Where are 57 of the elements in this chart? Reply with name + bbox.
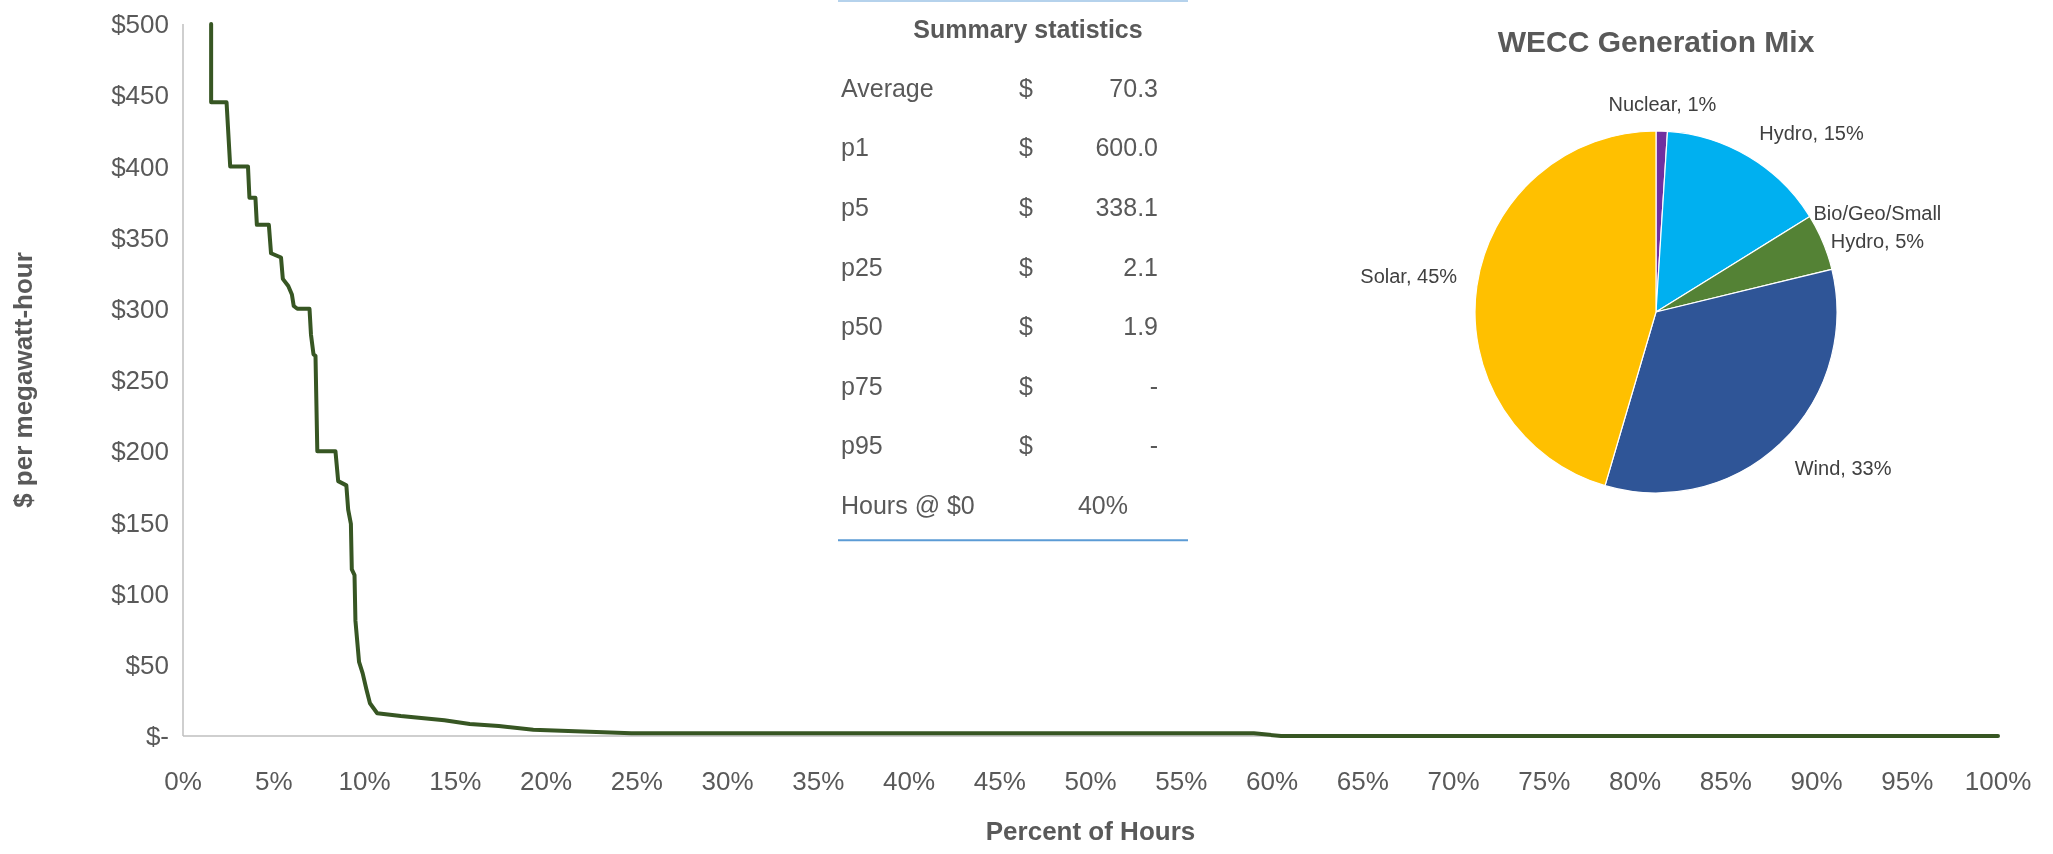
chart-title: WECC Generation Mix [1497, 25, 1815, 58]
y-tick-label: $500 [111, 9, 169, 40]
category-label: p75 [841, 371, 883, 400]
y-tick-label: $350 [111, 222, 169, 253]
x-tick-label: 90% [1790, 766, 1843, 796]
x-tick-label: 60% [1245, 766, 1299, 796]
y-axis-title: $ per megawatt-hour [8, 252, 38, 508]
category-label: Average [841, 73, 934, 102]
text: 40% [1077, 490, 1128, 519]
y-tick-label: $150 [111, 507, 169, 538]
text: $ - [1019, 431, 1158, 460]
category-label: p25 [841, 252, 883, 281]
text: $ 338.1 [1019, 192, 1158, 221]
text: $ 70.3 [1019, 73, 1158, 102]
x-tick-label: 40% [882, 766, 936, 796]
slice-label: Nuclear, 1% [1608, 93, 1717, 116]
x-tick-label: 50% [1064, 766, 1117, 796]
x-tick-label: 85% [1699, 766, 1752, 796]
slice-label: Bio/Geo/Small Hydro, 5% [1813, 202, 1942, 253]
text: $ 1.9 [1019, 312, 1158, 341]
category-label: p95 [841, 431, 883, 460]
text: $ 600.0 [1019, 133, 1158, 162]
slice-label: Solar, 45% [1360, 265, 1458, 288]
category-label: Hours @ $0 [841, 490, 975, 519]
slice-label: Wind, 33% [1794, 457, 1892, 480]
x-tick-label: 65% [1336, 766, 1389, 796]
text: $ - [1019, 371, 1158, 400]
x-tick-label: 70% [1427, 766, 1480, 796]
x-tick-label: 10% [338, 766, 391, 796]
x-tick-label: 15% [429, 766, 482, 796]
y-tick-label: $300 [111, 293, 169, 324]
category-label: p1 [841, 133, 869, 162]
y-tick-label: $50 [125, 649, 169, 680]
x-tick-label: 45% [973, 766, 1026, 796]
category-label: p5 [841, 192, 869, 221]
y-tick-label: $100 [111, 578, 169, 609]
x-tick-label: 75% [1518, 766, 1571, 796]
y-tick-label: $450 [111, 80, 169, 111]
y-tick-label: $400 [111, 151, 169, 182]
x-axis-title: Percent of Hours [985, 816, 1196, 846]
x-tick-label: 55% [1155, 766, 1208, 796]
y-tick-label: $250 [111, 365, 169, 396]
text: $ 2.1 [1019, 252, 1158, 281]
x-tick-label: 0% [164, 766, 202, 796]
text: Summary statistics [913, 15, 1143, 43]
y-tick-label: $- [145, 721, 169, 752]
x-tick-label: 5% [254, 766, 293, 796]
x-tick-label: 80% [1608, 766, 1662, 796]
y-tick-label: $200 [111, 436, 169, 467]
x-tick-label: 20% [519, 766, 573, 796]
x-tick-label: 35% [792, 766, 845, 796]
slice-label: Hydro, 15% [1759, 121, 1864, 144]
category-label: p50 [841, 312, 883, 341]
x-tick-label: 30% [701, 766, 754, 796]
x-tick-label: 100% [1964, 766, 2032, 796]
x-tick-label: 25% [610, 766, 663, 796]
x-tick-label: 95% [1881, 766, 1934, 796]
